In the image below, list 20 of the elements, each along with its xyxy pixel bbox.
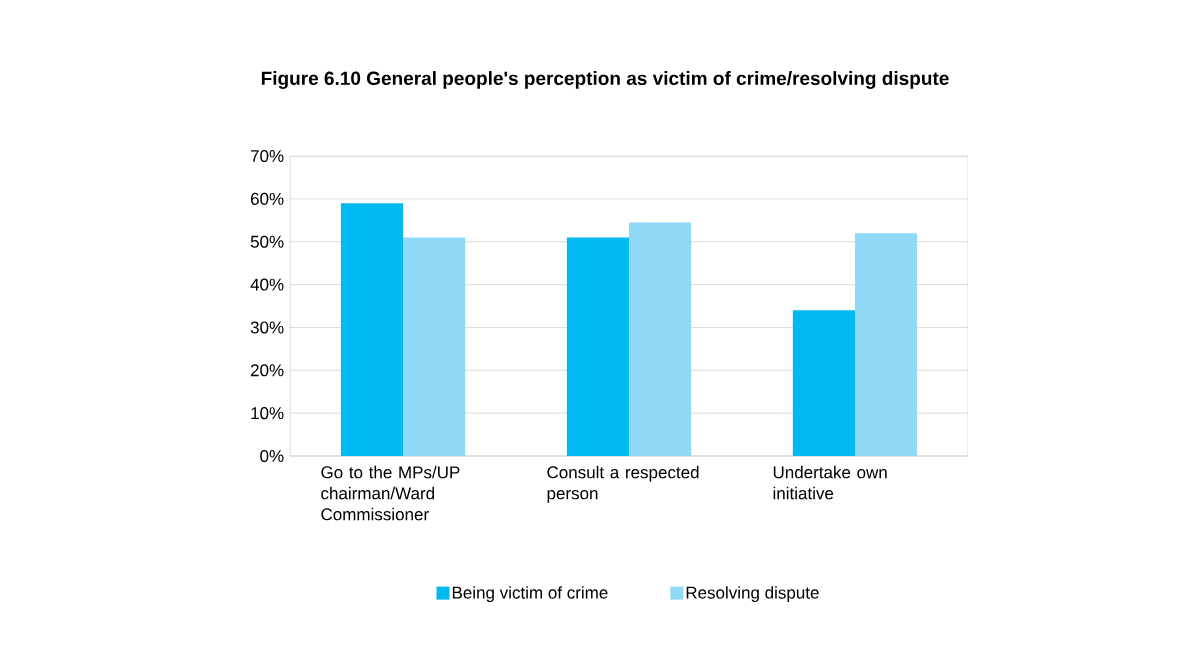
y-tick-label: 40% [250,278,284,291]
x-tick-label: Consult a respected person [547,465,699,503]
chart-title: Figure 6.10 General people's perception as victim of crime/resolving dispute [261,71,949,89]
bar [792,310,856,456]
bar [629,222,692,456]
bar [855,233,918,456]
x-tick-label: Go to the MPs/UP chairman/Ward Commissioner [321,465,460,521]
y-tick-label: 20% [250,364,284,377]
legend-label: Resolving dispute [686,586,819,603]
y-tick-label: 50% [250,235,284,248]
bar [566,237,630,456]
legend-label: Being victim of crime [452,586,608,603]
bar [340,203,404,456]
y-tick-label: 60% [250,192,284,205]
y-tick-label: 10% [251,407,284,420]
y-tick-label: 0% [260,449,284,463]
bar [403,237,466,456]
x-tick-label: Undertake own initiative [773,465,887,500]
y-tick-label: 70% [250,149,284,163]
y-tick-label: 30% [250,321,284,334]
